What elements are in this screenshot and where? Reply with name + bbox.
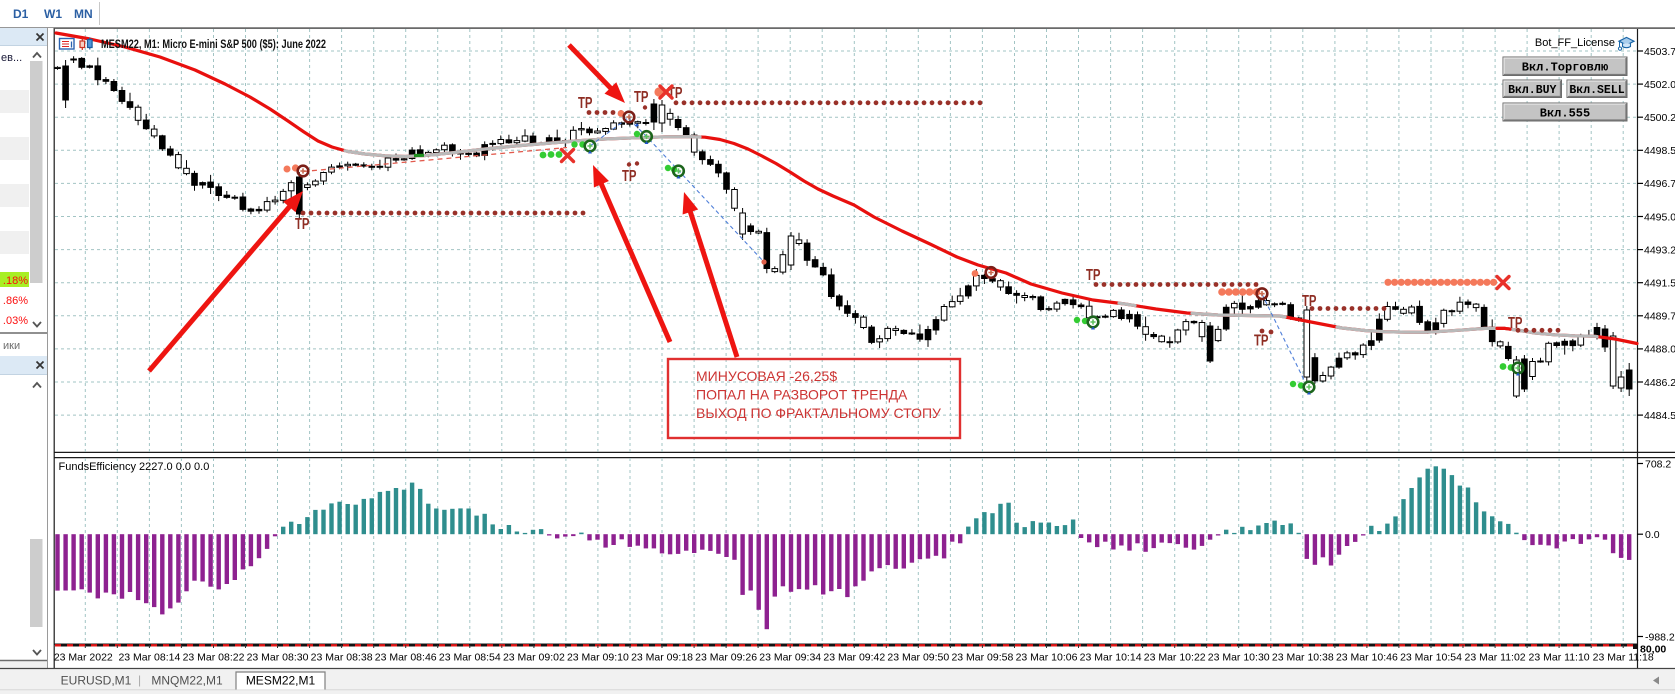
svg-text:ПОПАЛ НА РАЗВОРОТ ТРЕНДА: ПОПАЛ НА РАЗВОРОТ ТРЕНДА [696, 387, 908, 403]
svg-text:.03%: .03% [3, 315, 28, 327]
svg-text:4496.75: 4496.75 [1644, 178, 1675, 190]
svg-text:23 Mar 10:14: 23 Mar 10:14 [1080, 652, 1142, 664]
svg-text:4495.00: 4495.00 [1644, 211, 1675, 223]
svg-text:TP: TP [622, 168, 637, 185]
svg-text:23 Mar 09:18: 23 Mar 09:18 [631, 652, 693, 664]
svg-text:4486.25: 4486.25 [1644, 377, 1675, 389]
svg-text:23 Mar 08:38: 23 Mar 08:38 [311, 652, 373, 664]
svg-text:23 Mar 11:02: 23 Mar 11:02 [1465, 652, 1526, 664]
svg-text:.86%: .86% [3, 295, 28, 307]
svg-text:ВЫХОД ПО ФРАКТАЛЬНОМУ СТОПУ: ВЫХОД ПО ФРАКТАЛЬНОМУ СТОПУ [696, 405, 941, 421]
svg-text:23 Mar 09:34: 23 Mar 09:34 [759, 652, 821, 664]
svg-text:23 Mar 08:14: 23 Mar 08:14 [118, 652, 180, 664]
svg-text:-988.2: -988.2 [1645, 632, 1675, 644]
svg-text:Вкл.555: Вкл.555 [1540, 106, 1590, 120]
svg-text:|: | [138, 673, 141, 687]
svg-text:80,00: 80,00 [1640, 644, 1666, 656]
svg-text:23 Mar 11:18: 23 Mar 11:18 [1593, 652, 1654, 664]
svg-text:23 Mar 10:46: 23 Mar 10:46 [1336, 652, 1398, 664]
svg-text:.18%: .18% [3, 275, 28, 287]
svg-text:23 Mar 10:06: 23 Mar 10:06 [1016, 652, 1078, 664]
svg-text:23 Mar 09:58: 23 Mar 09:58 [951, 652, 1013, 664]
svg-text:4491.50: 4491.50 [1644, 278, 1675, 290]
svg-text:ики: ики [3, 340, 20, 352]
svg-text:MN: MN [74, 7, 93, 21]
svg-text:W1: W1 [44, 7, 62, 21]
svg-text:4484.50: 4484.50 [1644, 410, 1675, 422]
svg-text:23 Mar 10:22: 23 Mar 10:22 [1144, 652, 1206, 664]
svg-text:23 Mar 08:46: 23 Mar 08:46 [375, 652, 437, 664]
svg-text:4498.50: 4498.50 [1644, 145, 1675, 157]
svg-text:Вкл.BUY: Вкл.BUY [1508, 84, 1556, 97]
svg-text:23 Mar 08:54: 23 Mar 08:54 [439, 652, 501, 664]
svg-text:TP: TP [1302, 293, 1317, 310]
svg-text:23 Mar 10:38: 23 Mar 10:38 [1272, 652, 1334, 664]
svg-text:708.2: 708.2 [1645, 459, 1671, 471]
svg-text:4493.25: 4493.25 [1644, 244, 1675, 256]
svg-text:Вкл.Торговлю: Вкл.Торговлю [1522, 61, 1608, 75]
svg-text:TP: TP [1254, 333, 1269, 350]
svg-text:4502.00: 4502.00 [1644, 79, 1675, 91]
svg-text:23 Mar 11:10: 23 Mar 11:10 [1529, 652, 1590, 664]
svg-text:23 Mar 08:22: 23 Mar 08:22 [183, 652, 245, 664]
svg-text:MNQM22,M1: MNQM22,M1 [151, 674, 223, 688]
svg-text:MESM22, M1: Micro E-mini S&P: MESM22, M1: Micro E-mini S&P 500 ($5): J… [101, 37, 326, 51]
svg-text:D1: D1 [13, 7, 29, 21]
svg-text:TP: TP [578, 95, 593, 112]
svg-text:23 Mar 09:50: 23 Mar 09:50 [887, 652, 949, 664]
svg-text:0.0: 0.0 [1645, 529, 1660, 541]
svg-text:Bot_FF_License: Bot_FF_License [1535, 37, 1615, 49]
svg-text:МИНУСОВАЯ -26,25$: МИНУСОВАЯ -26,25$ [696, 368, 837, 384]
svg-text:TP: TP [634, 89, 649, 106]
svg-text:23 Mar 09:10: 23 Mar 09:10 [567, 652, 629, 664]
svg-text:23 Mar 10:54: 23 Mar 10:54 [1400, 652, 1462, 664]
svg-text:23 Mar 10:30: 23 Mar 10:30 [1208, 652, 1270, 664]
svg-text:Вкл.SELL: Вкл.SELL [1569, 84, 1624, 97]
svg-text:4503.75: 4503.75 [1644, 46, 1675, 58]
svg-text:ев...: ев... [1, 52, 22, 64]
svg-text:23 Mar 09:42: 23 Mar 09:42 [823, 652, 885, 664]
svg-text:23 Mar 08:30: 23 Mar 08:30 [247, 652, 309, 664]
svg-text:TP: TP [295, 216, 310, 233]
svg-text:4488.00: 4488.00 [1644, 344, 1675, 356]
svg-text:EURUSD,M1: EURUSD,M1 [61, 674, 132, 688]
svg-text:MESM22,M1: MESM22,M1 [246, 674, 316, 688]
svg-text:FundsEfficiency 2227.0 0.0 0.0: FundsEfficiency 2227.0 0.0 0.0 [59, 461, 210, 473]
svg-text:4500.25: 4500.25 [1644, 112, 1675, 124]
svg-text:4489.75: 4489.75 [1644, 311, 1675, 323]
svg-text:23 Mar 2022: 23 Mar 2022 [54, 652, 113, 664]
svg-text:TP: TP [1508, 315, 1523, 332]
svg-text:TP: TP [1086, 267, 1101, 284]
svg-text:23 Mar 09:26: 23 Mar 09:26 [695, 652, 757, 664]
svg-text:23 Mar 09:02: 23 Mar 09:02 [503, 652, 565, 664]
